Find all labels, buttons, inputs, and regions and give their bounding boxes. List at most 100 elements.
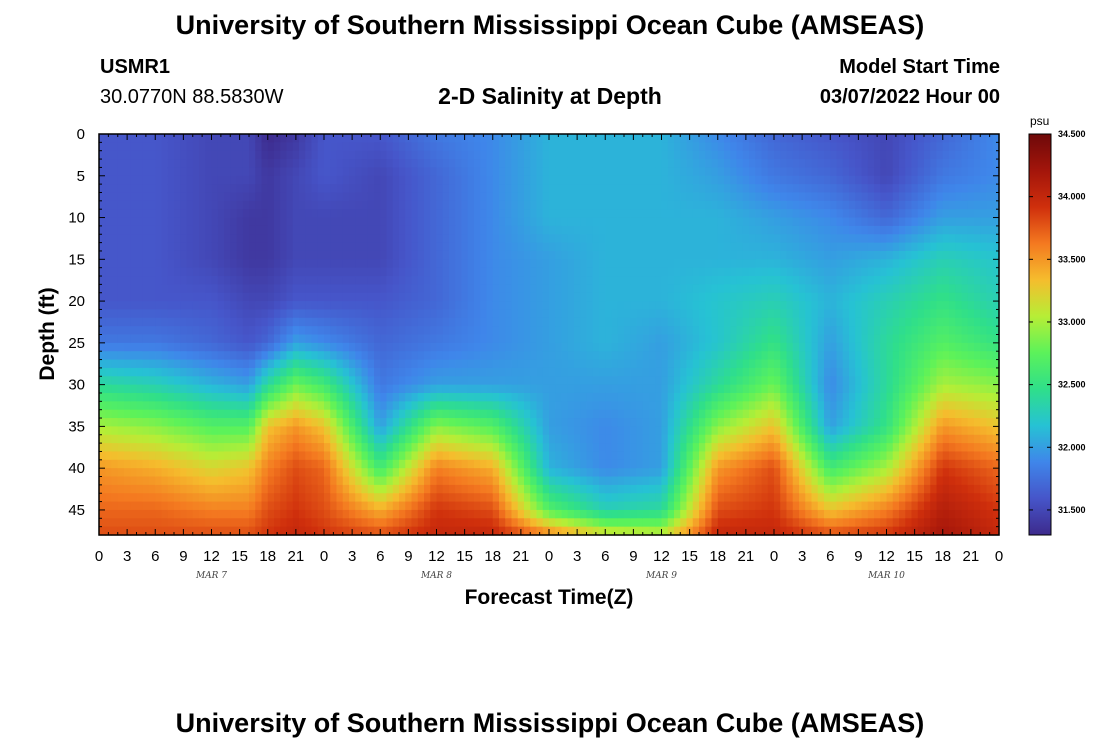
heatmap-cell	[555, 334, 563, 344]
heatmap-cell	[730, 250, 738, 260]
heatmap-cell	[117, 284, 125, 294]
heatmap-cell	[499, 342, 506, 352]
heatmap-cell	[286, 167, 294, 177]
heatmap-cell	[349, 142, 356, 152]
heatmap-cell	[430, 309, 438, 319]
heatmap-cell	[499, 200, 506, 210]
heatmap-cell	[105, 175, 113, 185]
heatmap-cell	[249, 192, 256, 202]
heatmap-cell	[636, 484, 644, 494]
heatmap-cell	[492, 434, 500, 444]
heatmap-cell	[624, 167, 631, 177]
heatmap-cell	[480, 175, 488, 185]
heatmap-cell	[149, 501, 156, 511]
heatmap-cell	[674, 384, 681, 394]
heatmap-cell	[380, 434, 388, 444]
heatmap-cell	[499, 359, 506, 369]
heatmap-cell	[486, 468, 494, 478]
heatmap-cell	[442, 142, 450, 152]
heatmap-cell	[624, 426, 631, 436]
heatmap-cell	[705, 518, 713, 528]
heatmap-cell	[405, 376, 413, 386]
heatmap-cell	[505, 242, 513, 252]
heatmap-cell	[236, 342, 244, 352]
heatmap-cell	[486, 459, 494, 469]
heatmap-cell	[186, 292, 194, 302]
heatmap-cell	[474, 426, 481, 436]
heatmap-cell	[474, 242, 481, 252]
heatmap-cell	[280, 501, 288, 511]
heatmap-cell	[130, 284, 138, 294]
heatmap-cell	[161, 159, 169, 169]
heatmap-cell	[636, 351, 644, 361]
heatmap-cell	[199, 418, 206, 427]
heatmap-cell	[649, 501, 656, 511]
heatmap-cell	[336, 418, 344, 427]
heatmap-cell	[180, 459, 188, 469]
heatmap-cell	[361, 359, 369, 369]
heatmap-cell	[111, 150, 119, 160]
heatmap-cell	[149, 209, 156, 219]
heatmap-cell	[517, 225, 525, 235]
heatmap-cell	[136, 418, 144, 427]
heatmap-cell	[367, 401, 375, 411]
heatmap-cell	[549, 443, 556, 453]
heatmap-cell	[180, 418, 188, 427]
heatmap-cell	[442, 367, 450, 377]
heatmap-cell	[167, 184, 175, 194]
heatmap-cell	[236, 250, 244, 260]
heatmap-cell	[186, 476, 194, 486]
heatmap-cell	[536, 476, 544, 486]
heatmap-cell	[242, 359, 250, 369]
model-start-label: Model Start Time	[839, 56, 1000, 78]
heatmap-cell	[624, 509, 631, 519]
heatmap-cell	[99, 259, 106, 269]
heatmap-cell	[311, 267, 319, 277]
heatmap-cell	[355, 376, 363, 386]
heatmap-cell	[649, 392, 656, 402]
heatmap-cell	[255, 284, 263, 294]
heatmap-cell	[467, 292, 475, 302]
heatmap-cell	[399, 326, 406, 336]
heatmap-cell	[130, 376, 138, 386]
heatmap-cell	[149, 367, 156, 377]
heatmap-cell	[299, 284, 306, 294]
heatmap-cell	[411, 242, 419, 252]
heatmap-cell	[399, 292, 406, 302]
heatmap-cell	[399, 459, 406, 469]
heatmap-cell	[517, 292, 525, 302]
heatmap-cell	[486, 501, 494, 511]
heatmap-cell	[192, 225, 200, 235]
heatmap-cell	[355, 459, 363, 469]
heatmap-cell	[624, 484, 631, 494]
heatmap-cell	[505, 159, 513, 169]
heatmap-cell	[155, 267, 163, 277]
heatmap-cell	[411, 518, 419, 528]
heatmap-cell	[642, 192, 650, 202]
heatmap-cell	[317, 392, 325, 402]
heatmap-cell	[386, 334, 394, 344]
heatmap-cell	[149, 334, 156, 344]
heatmap-cell	[317, 518, 325, 528]
heatmap-cell	[230, 367, 238, 377]
heatmap-cell	[705, 459, 713, 469]
heatmap-cell	[130, 409, 138, 419]
heatmap-cell	[105, 159, 113, 169]
heatmap-cell	[605, 326, 613, 336]
heatmap-cell	[342, 250, 350, 260]
heatmap-cell	[299, 484, 306, 494]
heatmap-cell	[299, 509, 306, 519]
heatmap-cell	[161, 200, 169, 210]
heatmap-cell	[480, 342, 488, 352]
heatmap-cell	[130, 351, 138, 361]
heatmap-cell	[361, 317, 369, 327]
heatmap-cell	[674, 234, 681, 244]
heatmap-cell	[342, 484, 350, 494]
heatmap-cell	[474, 351, 481, 361]
heatmap-cell	[467, 459, 475, 469]
heatmap-cell	[167, 159, 175, 169]
heatmap-cell	[686, 418, 694, 427]
heatmap-cell	[467, 493, 475, 503]
heatmap-cell	[430, 317, 438, 327]
heatmap-cell	[186, 317, 194, 327]
